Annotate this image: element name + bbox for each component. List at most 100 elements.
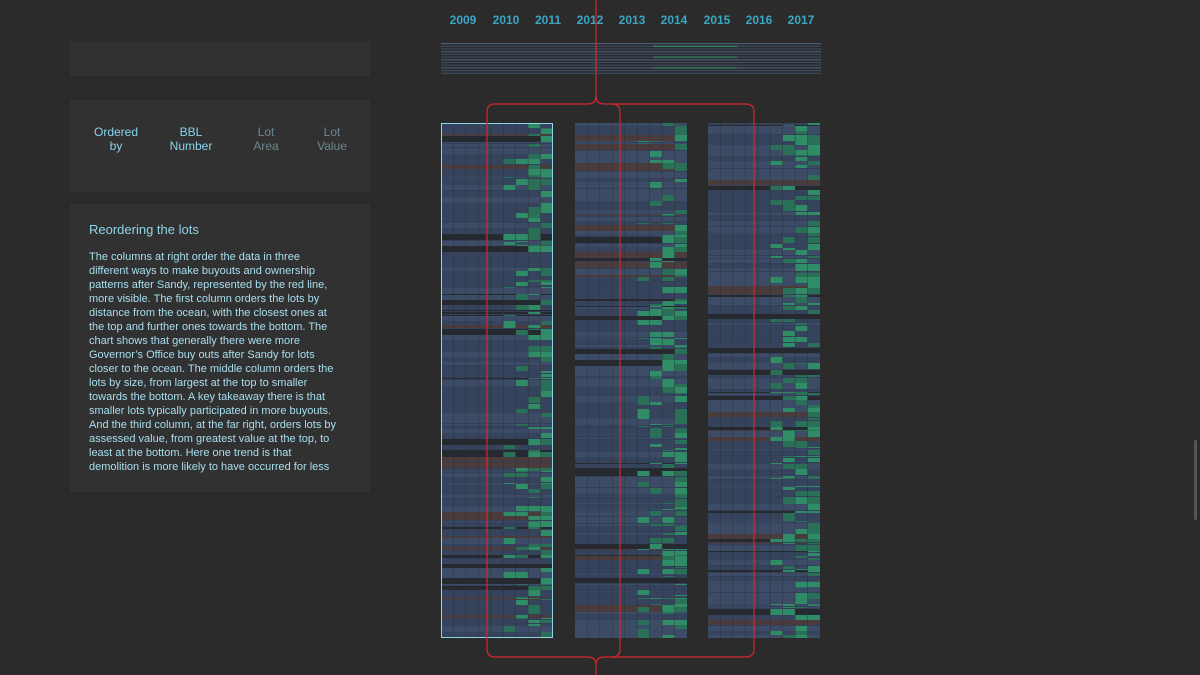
row xyxy=(441,409,553,413)
cell xyxy=(674,555,687,556)
order-option[interactable]: Lot Value xyxy=(297,125,367,153)
cell xyxy=(515,241,529,242)
row xyxy=(575,584,687,585)
row xyxy=(575,307,687,309)
paragraph-line: different ways to make buyouts and owner… xyxy=(89,265,316,277)
cell xyxy=(540,471,553,472)
cell xyxy=(795,441,808,447)
row xyxy=(441,457,553,461)
row xyxy=(575,215,687,216)
cell xyxy=(515,584,529,585)
cell xyxy=(795,529,808,534)
cell xyxy=(503,473,516,477)
cell xyxy=(540,136,553,142)
row xyxy=(575,463,687,464)
cell xyxy=(637,635,650,638)
cell xyxy=(515,305,529,310)
row xyxy=(575,309,687,311)
cell xyxy=(782,441,796,447)
row xyxy=(441,300,553,305)
row xyxy=(708,400,820,405)
row xyxy=(441,555,553,558)
cell xyxy=(795,227,808,233)
cell xyxy=(540,516,553,520)
row xyxy=(708,277,820,283)
paragraph-line: towards the bottom. A key takeaway there… xyxy=(89,391,326,403)
cell xyxy=(770,186,783,190)
mini-row xyxy=(441,59,821,61)
row xyxy=(708,125,820,126)
paragraph-line: lots by size, from largest at the top to… xyxy=(89,377,308,389)
cell xyxy=(807,135,820,141)
row xyxy=(708,615,820,620)
cell xyxy=(503,159,516,164)
cell xyxy=(795,569,808,570)
row xyxy=(575,262,687,268)
row xyxy=(441,473,553,477)
cell xyxy=(795,126,808,131)
row xyxy=(441,471,553,472)
cell xyxy=(528,586,541,590)
year-label: 2012 xyxy=(577,13,604,27)
cell xyxy=(528,404,541,409)
row xyxy=(575,371,687,376)
cell xyxy=(807,268,820,271)
row xyxy=(441,626,553,632)
row xyxy=(575,567,687,568)
cell xyxy=(795,497,808,498)
row xyxy=(575,615,687,619)
cell xyxy=(515,213,529,218)
row xyxy=(575,143,687,144)
row xyxy=(575,169,687,171)
cell xyxy=(807,343,820,347)
row xyxy=(575,517,687,523)
cell xyxy=(515,547,529,550)
cell xyxy=(807,418,820,420)
cell xyxy=(807,456,820,457)
cell xyxy=(662,556,675,560)
cell xyxy=(528,234,541,240)
row xyxy=(441,179,553,185)
row xyxy=(708,250,820,255)
cell xyxy=(662,555,675,556)
cell xyxy=(662,215,675,216)
cell xyxy=(503,287,516,288)
row xyxy=(575,405,687,409)
order-option[interactable]: Lot Area xyxy=(231,125,301,153)
cell xyxy=(782,497,796,498)
row xyxy=(441,374,553,377)
cell xyxy=(770,392,783,393)
row xyxy=(708,303,820,305)
row xyxy=(575,217,687,221)
row xyxy=(441,321,553,325)
row xyxy=(575,195,687,201)
order-option[interactable]: Ordered by xyxy=(81,125,151,153)
row xyxy=(441,445,553,449)
scrollbar[interactable] xyxy=(1194,440,1197,520)
cell xyxy=(503,234,516,240)
order-option[interactable]: BBL Number xyxy=(156,125,226,153)
cell xyxy=(782,237,796,243)
row xyxy=(441,203,553,207)
cell xyxy=(782,186,796,190)
row xyxy=(441,378,553,379)
row xyxy=(708,441,820,447)
cell xyxy=(649,141,663,142)
cell xyxy=(649,160,663,163)
cell xyxy=(662,424,675,425)
row xyxy=(441,268,553,271)
row xyxy=(441,468,553,471)
cell xyxy=(637,607,650,612)
cell xyxy=(674,595,687,596)
cell xyxy=(540,223,553,228)
row xyxy=(708,430,820,431)
row xyxy=(441,397,553,403)
cell xyxy=(540,620,553,623)
cell xyxy=(662,311,675,316)
cell xyxy=(528,294,541,295)
cell xyxy=(782,431,796,437)
row xyxy=(575,629,687,635)
row xyxy=(575,419,687,424)
row xyxy=(575,450,687,451)
cell xyxy=(782,635,796,638)
